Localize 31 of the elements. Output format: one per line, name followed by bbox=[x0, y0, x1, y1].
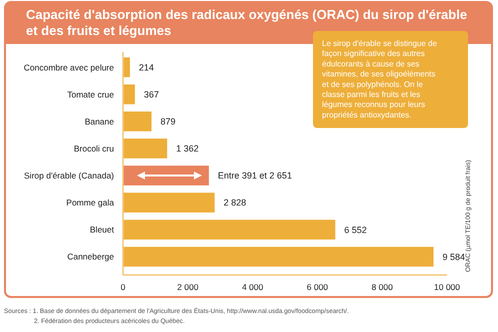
y-tick-label: Sirop d'érable (Canada) bbox=[24, 170, 114, 181]
y-tick-label: Bleuet bbox=[90, 224, 115, 235]
x-tick-label: 0 bbox=[120, 282, 126, 292]
x-tick-label: 4 000 bbox=[242, 282, 264, 292]
bar bbox=[123, 220, 336, 240]
data-label: 2 828 bbox=[224, 198, 246, 208]
y-tick-label: Tomate crue bbox=[67, 89, 114, 100]
bar bbox=[123, 166, 209, 186]
y-tick-label: Concombre avec pelure bbox=[24, 62, 114, 72]
y-tick-label: Canneberge bbox=[67, 252, 114, 262]
bar bbox=[123, 138, 168, 158]
data-label: 1 362 bbox=[176, 144, 199, 154]
y-tick-label: Pomme gala bbox=[66, 198, 114, 208]
bar bbox=[123, 192, 215, 212]
y-tick-label: Banane bbox=[84, 116, 114, 126]
data-label: 9 584 bbox=[442, 252, 466, 262]
bar bbox=[123, 112, 152, 132]
bar bbox=[123, 84, 135, 104]
data-label: 6 552 bbox=[344, 224, 367, 235]
x-tick-label: 10 000 bbox=[434, 282, 460, 292]
data-label: 879 bbox=[160, 116, 176, 127]
y-tick-label: Brocoli cru bbox=[74, 143, 114, 154]
data-label: 214 bbox=[138, 62, 154, 72]
data-label: 367 bbox=[144, 90, 159, 100]
annotation: Le sirop d'érable se distingue de façon significative des autres édulcorants à cause de ses vitamines, de ses oligoéléments et de ses polyphénols. On le classe parmi les fruits et les légumes reconnus pour leurs propriétés antioxydantes. bbox=[322, 39, 438, 120]
chart-title: Capacité d'absorption des radicaux oxygénés (ORAC) du sirop d'érable et des fruits et légumes bbox=[26, 7, 468, 38]
x-tick-label: 2 000 bbox=[177, 282, 199, 292]
x-tick-label: 6 000 bbox=[306, 282, 328, 292]
bar bbox=[123, 246, 434, 267]
data-label: Entre 391 et 2 651 bbox=[218, 170, 292, 181]
x-tick-label: 8 000 bbox=[372, 282, 394, 292]
